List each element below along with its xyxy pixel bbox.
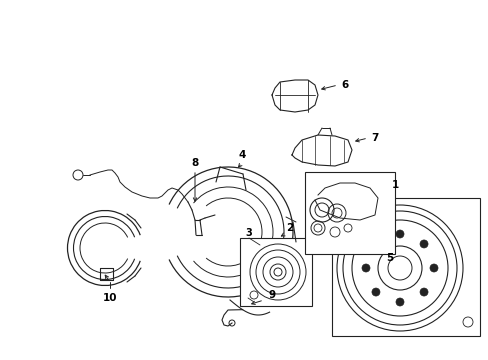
Text: 3: 3: [245, 228, 252, 238]
Bar: [331, 198, 479, 336]
Circle shape: [419, 288, 427, 296]
Text: 4: 4: [238, 150, 245, 160]
Text: 2: 2: [286, 223, 293, 233]
Bar: [240, 238, 311, 306]
Circle shape: [361, 264, 369, 272]
Bar: [305, 172, 394, 254]
Text: 7: 7: [370, 133, 378, 143]
Text: 8: 8: [191, 158, 198, 168]
Text: 9: 9: [268, 290, 275, 300]
Text: 10: 10: [102, 293, 117, 303]
Circle shape: [395, 298, 403, 306]
Circle shape: [419, 240, 427, 248]
Circle shape: [371, 240, 379, 248]
Text: 5: 5: [386, 253, 393, 263]
Circle shape: [395, 230, 403, 238]
Text: 6: 6: [341, 80, 348, 90]
Circle shape: [429, 264, 437, 272]
Text: 1: 1: [390, 180, 398, 190]
Circle shape: [371, 288, 379, 296]
